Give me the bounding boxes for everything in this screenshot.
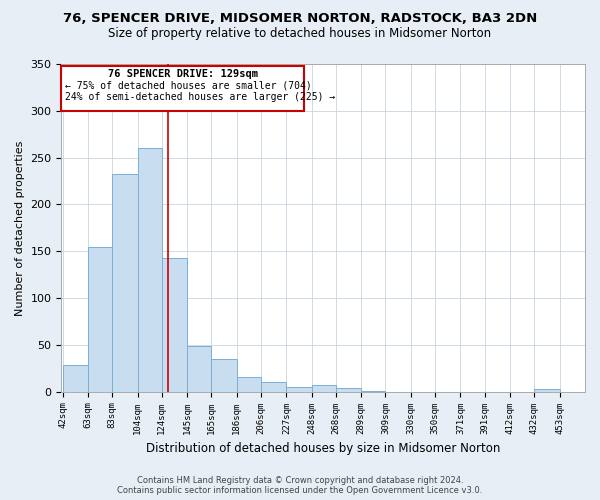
Y-axis label: Number of detached properties: Number of detached properties bbox=[15, 140, 25, 316]
Text: 76 SPENCER DRIVE: 129sqm: 76 SPENCER DRIVE: 129sqm bbox=[108, 68, 258, 78]
Text: ← 75% of detached houses are smaller (704): ← 75% of detached houses are smaller (70… bbox=[65, 81, 312, 91]
Bar bbox=[336, 388, 361, 392]
Bar bbox=[261, 382, 286, 392]
FancyBboxPatch shape bbox=[61, 66, 304, 111]
Bar bbox=[112, 174, 137, 392]
Text: 24% of semi-detached houses are larger (225) →: 24% of semi-detached houses are larger (… bbox=[65, 92, 335, 102]
Bar bbox=[361, 391, 385, 392]
Bar bbox=[312, 385, 336, 392]
Bar bbox=[286, 387, 312, 392]
Bar bbox=[137, 148, 162, 392]
Bar bbox=[88, 246, 112, 392]
X-axis label: Distribution of detached houses by size in Midsomer Norton: Distribution of detached houses by size … bbox=[146, 442, 500, 455]
Text: Size of property relative to detached houses in Midsomer Norton: Size of property relative to detached ho… bbox=[109, 28, 491, 40]
Text: 76, SPENCER DRIVE, MIDSOMER NORTON, RADSTOCK, BA3 2DN: 76, SPENCER DRIVE, MIDSOMER NORTON, RADS… bbox=[63, 12, 537, 26]
Bar bbox=[211, 359, 237, 392]
Bar bbox=[62, 364, 88, 392]
Bar bbox=[237, 376, 261, 392]
Bar bbox=[187, 346, 211, 392]
Bar bbox=[534, 389, 560, 392]
Bar bbox=[162, 258, 187, 392]
Text: Contains HM Land Registry data © Crown copyright and database right 2024.
Contai: Contains HM Land Registry data © Crown c… bbox=[118, 476, 482, 495]
